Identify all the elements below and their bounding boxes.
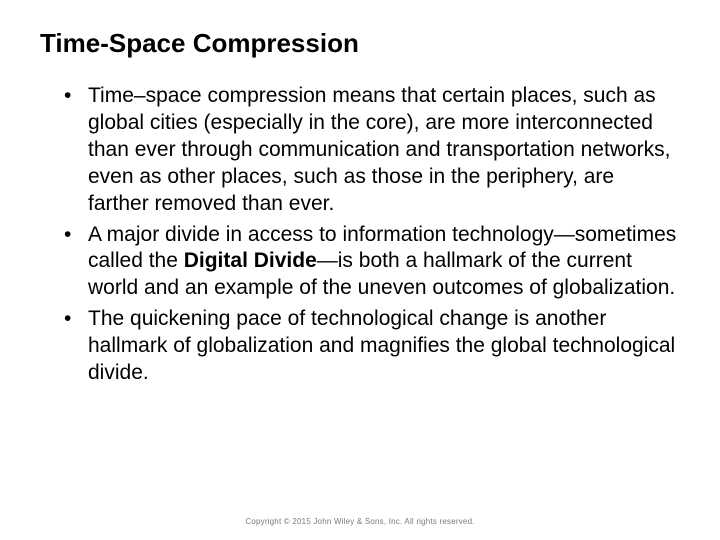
- bullet-text-segment: Time–space compression means that certai…: [88, 84, 671, 215]
- bullet-item: The quickening pace of technological cha…: [70, 306, 680, 387]
- bullet-list: Time–space compression means that certai…: [40, 83, 680, 387]
- bullet-text-segment: The quickening pace of technological cha…: [88, 307, 675, 384]
- bullet-item: A major divide in access to information …: [70, 222, 680, 303]
- bullet-item: Time–space compression means that certai…: [70, 83, 680, 217]
- bullet-text-segment: Digital Divide: [184, 249, 317, 272]
- copyright-footer: Copyright © 2015 John Wiley & Sons, Inc.…: [0, 517, 720, 526]
- slide: Time-Space Compression Time–space compre…: [0, 0, 720, 540]
- slide-title: Time-Space Compression: [40, 28, 680, 59]
